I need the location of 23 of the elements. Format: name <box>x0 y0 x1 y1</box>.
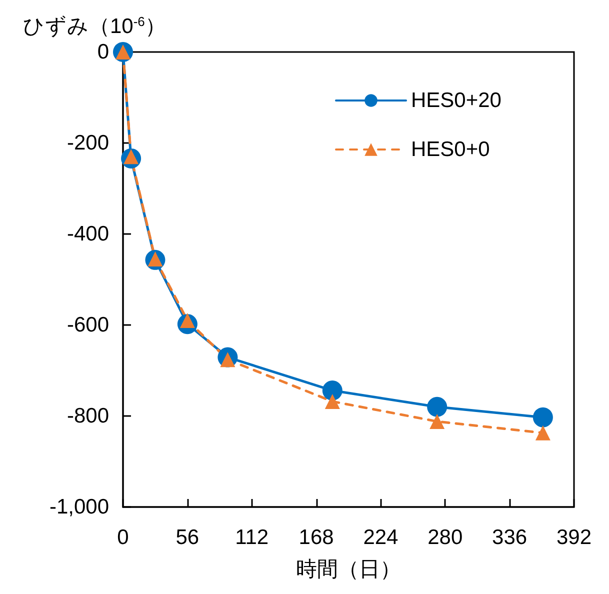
point <box>427 396 448 417</box>
x-tick-label: 56 <box>176 526 200 549</box>
y-tick-label: -400 <box>66 222 109 246</box>
x-axis-title: 時間（日） <box>296 558 401 581</box>
x-tick-label: 168 <box>298 526 334 549</box>
point <box>322 380 342 401</box>
x-tick-label: 280 <box>428 526 463 549</box>
y-tick-label: -200 <box>66 132 109 154</box>
x-tick-label: 336 <box>492 526 528 549</box>
y-tick-label: -1,000 <box>49 496 109 518</box>
x-tick-label: 392 <box>556 526 592 549</box>
y-tick-label: -800 <box>66 404 109 428</box>
point <box>535 425 550 440</box>
point <box>430 414 445 429</box>
y-tick-label: 0 <box>97 40 109 64</box>
point <box>532 407 553 428</box>
x-tick-label: 112 <box>235 526 269 549</box>
y-tick-label: -600 <box>66 314 109 336</box>
x-tick-label: 224 <box>363 526 399 549</box>
legend-label: HES0+20 <box>411 89 502 112</box>
point <box>324 394 340 409</box>
legend-label: HES0+0 <box>411 138 490 161</box>
x-tick-label: 0 <box>117 526 129 549</box>
